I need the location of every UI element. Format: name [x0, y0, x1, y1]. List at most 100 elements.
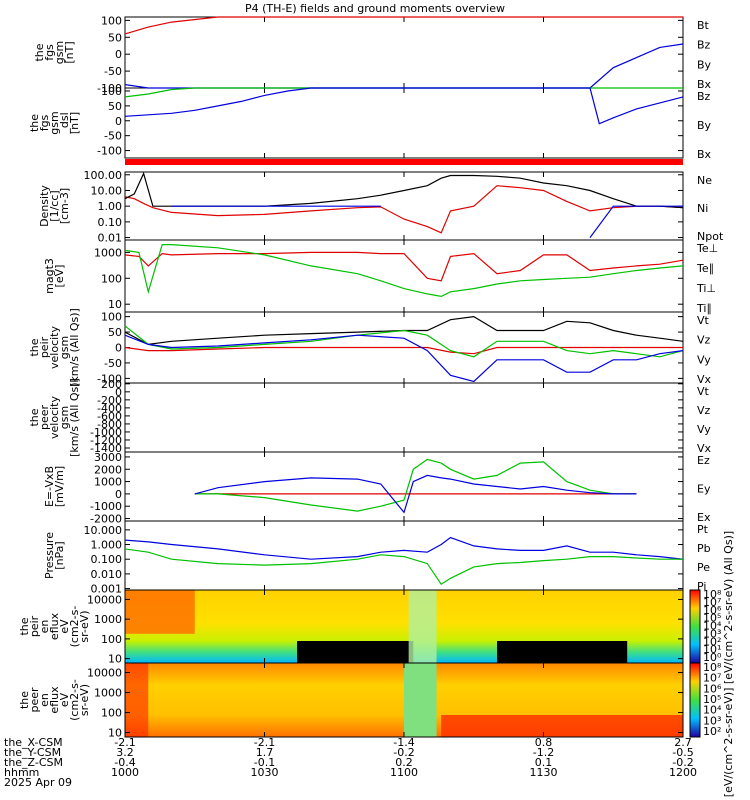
separator-band — [125, 159, 683, 165]
ytick-label: -400 — [97, 402, 122, 415]
ylabel-line: eV — [58, 619, 71, 634]
series-pressure-Pe — [124, 548, 683, 586]
ytick-label: 1000 — [94, 476, 122, 489]
legend-entry: Ex — [697, 511, 711, 524]
xaxis-value: 1100 — [390, 766, 418, 779]
xaxis-value: 1000 — [111, 766, 139, 779]
ylabel-line: magt3 — [43, 258, 56, 294]
ylabel-line: [cm-3] — [58, 188, 71, 224]
heat-black-band — [497, 641, 628, 663]
ytick-label: -1000 — [90, 426, 122, 439]
xaxis-value: 3.2 — [116, 746, 134, 759]
ytick-label: 10 — [108, 727, 122, 740]
series-temp-Te⊥ — [124, 251, 684, 282]
panel-pressure: 10.000 1.0000.100 0.010 0.001 Pressure[nPa] P… — [43, 520, 711, 596]
ytick-label: 10 — [108, 298, 122, 311]
colorbar — [689, 589, 701, 664]
legend-entry: Pi — [697, 580, 706, 593]
ylabel-line: eflux — [48, 686, 61, 714]
ylabel-line: gsm — [48, 111, 61, 134]
xaxis-value: 1130 — [530, 766, 558, 779]
series-pressure-Pi — [124, 536, 684, 560]
ytick-label: 0.100 — [91, 553, 123, 566]
ytick-label: 3000 — [94, 451, 122, 464]
colorbar-label: 10⁸ — [703, 661, 722, 674]
colorbar-label: 10⁰ — [703, 651, 722, 664]
ytick-label: 0.10 — [98, 216, 123, 229]
ylabel-line: sr-eV) — [78, 610, 91, 642]
panel-peer_vel: 2000-200-400-600-800-1000-1200-1400 thepe… — [28, 378, 712, 457]
ylabel-line: gsm — [58, 406, 71, 429]
ylabel-line: gsm — [58, 336, 71, 359]
series-peir_vel-Vz — [124, 346, 683, 355]
legend-entry: Bx — [697, 78, 712, 91]
heat-red-band — [441, 715, 683, 737]
ytick-label: 10.00 — [91, 184, 123, 197]
ytick-label: 0.010 — [91, 568, 123, 581]
colorbar-label: 10² — [703, 635, 721, 648]
ytick-label: 10000 — [87, 593, 122, 606]
ytick-label: 0 — [115, 386, 122, 399]
xaxis-value: 0.8 — [535, 736, 553, 749]
legend-entry: Pb — [697, 542, 711, 555]
series-fgs-Bx — [124, 43, 684, 89]
legend-entry: Bz — [697, 90, 711, 103]
series-fgs-Bz — [124, 16, 683, 35]
ytick-label: -600 — [97, 410, 122, 423]
ytick-label: 100 — [101, 311, 122, 324]
xaxis-value: -1.4 — [393, 736, 414, 749]
ytick-label: 0 — [115, 115, 122, 128]
legend-entry: Vz — [697, 334, 711, 347]
xaxis-row-label: the_Y-CSM — [4, 746, 61, 759]
ylabel-line: E=-VxB — [43, 466, 56, 507]
ylabel-line: en — [38, 693, 51, 707]
ytick-label: -1400 — [90, 442, 122, 455]
ytick-label: -100 — [97, 145, 122, 158]
panel-frame — [124, 520, 684, 591]
legend-entry: Ne — [697, 174, 712, 187]
legend-entry: Bt — [697, 19, 710, 32]
legend-entry: Pt — [697, 523, 709, 536]
xaxis-row-label: the_Z-CSM — [4, 756, 63, 769]
ytick-label: -100 — [97, 82, 122, 95]
ylabel-line: [eV] — [53, 265, 66, 288]
ytick-label: 1000 — [94, 613, 122, 626]
colorbar-label: 10⁷ — [703, 596, 721, 609]
colorbar-label: 10³ — [703, 714, 721, 727]
ytick-label: 0 — [115, 488, 122, 501]
ylabel-line: the — [28, 338, 41, 356]
ylabel-line: [km/s (All Qs)] — [68, 378, 81, 457]
ytick-label: 100 — [101, 707, 122, 720]
legend-entry: Vt — [697, 385, 710, 398]
ytick-label: 1.00 — [98, 200, 123, 213]
heat-red-patch — [125, 663, 149, 737]
xaxis-value: 0.1 — [535, 756, 553, 769]
ytick-label: 100 — [101, 633, 122, 646]
ytick-label: -100 — [97, 372, 122, 385]
xaxis-value: 0.2 — [395, 756, 413, 769]
ylabel-line: en — [38, 620, 51, 634]
series-peir_vel-Vt — [124, 315, 684, 346]
ytick-label: -1000 — [90, 500, 122, 513]
xaxis-value: -0.5 — [672, 746, 693, 759]
ylabel-line: _dsl — [58, 112, 71, 134]
legend-entry: By — [697, 58, 712, 71]
ylabel-line: (cm2-s- — [68, 679, 81, 721]
ytick-label: 100 — [101, 272, 122, 285]
colorbar-label: 10¹ — [703, 643, 721, 656]
legend-entry: Bz — [697, 39, 711, 52]
ylabel-line: fgs — [43, 44, 56, 61]
series-peir_vel-Vy — [124, 325, 684, 358]
series-peir_vel-Vx — [124, 334, 684, 383]
series-density-Ne — [124, 185, 684, 234]
ylabel-line: Density — [38, 185, 51, 227]
panel-peer_en: 10000 1000 100 10 thepeerenefluxeV(cm2-s-sr-… — [18, 662, 684, 740]
ytick-label: 10.000 — [84, 524, 123, 537]
ytick-label: 100 — [101, 85, 122, 98]
ytick-label: -2000 — [90, 513, 122, 526]
ytick-label: 10 — [108, 653, 122, 666]
ylabel-line: peer — [38, 405, 51, 431]
xaxis-value: 1200 — [669, 766, 697, 779]
xaxis-value: -0.4 — [114, 756, 135, 769]
